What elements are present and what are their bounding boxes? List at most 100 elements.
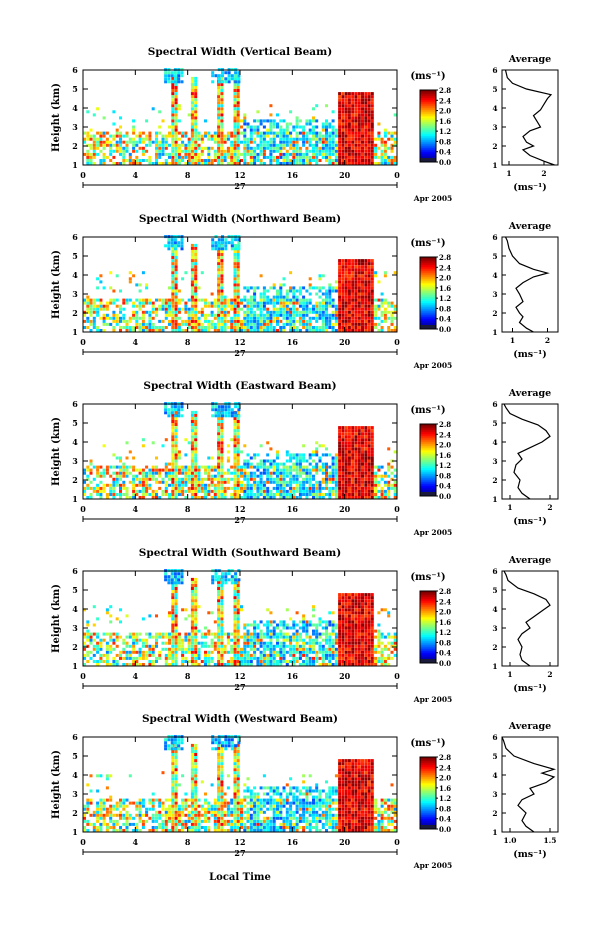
- y-tick-label: 1: [72, 661, 78, 671]
- average-x-tick-label: 2: [541, 169, 546, 178]
- x-tick-label: 0: [80, 671, 86, 681]
- average-y-tick-label: 4: [492, 104, 497, 113]
- colorbar-tick-label: 0.0: [439, 659, 451, 668]
- y-tick-label: 6: [72, 399, 78, 409]
- average-y-tick-label: 5: [492, 752, 497, 761]
- y-tick-label: 3: [72, 789, 78, 799]
- average-y-tick-label: 5: [492, 419, 497, 428]
- colorbar-tick-label: 2.4: [439, 763, 451, 772]
- average-x-axis-label: (ms⁻¹): [513, 516, 547, 527]
- colorbar-tick-label: 1.2: [439, 127, 451, 136]
- average-y-tick-label: 4: [492, 438, 497, 447]
- average-y-tick-label: 6: [492, 66, 497, 75]
- x-tick-label: 4: [133, 337, 139, 347]
- average-profile-panel: [501, 403, 559, 500]
- average-y-tick-label: 4: [492, 271, 497, 280]
- average-profile-panel: [501, 570, 559, 667]
- day-label: 27: [234, 348, 245, 358]
- x-tick-label: 0: [80, 837, 86, 847]
- colorbar-unit: (ms⁻¹): [410, 71, 445, 82]
- average-y-tick-label: 2: [492, 309, 497, 318]
- colorbar-tick-label: 2.4: [439, 96, 451, 105]
- average-y-tick-label: 1: [492, 495, 497, 504]
- average-x-axis-label: (ms⁻¹): [513, 683, 547, 694]
- panel-title: Spectral Width (Vertical Beam): [148, 46, 332, 58]
- colorbar: [419, 423, 438, 497]
- colorbar-tick-label: 2.4: [439, 430, 451, 439]
- average-y-tick-label: 3: [492, 290, 497, 299]
- day-label: 27: [234, 515, 245, 525]
- panel-title: Spectral Width (Southward Beam): [139, 547, 341, 559]
- y-axis-label: Height (km): [51, 250, 62, 319]
- average-y-tick-label: 3: [492, 624, 497, 633]
- y-tick-label: 5: [72, 84, 78, 94]
- colorbar: [419, 590, 438, 664]
- colorbar-tick-label: 1.2: [439, 628, 451, 637]
- y-tick-label: 4: [72, 270, 78, 280]
- colorbar-tick-label: 2.8: [439, 420, 451, 429]
- y-tick-label: 6: [72, 566, 78, 576]
- colorbar-tick-label: 2.8: [439, 253, 451, 262]
- panel-title: Spectral Width (Eastward Beam): [143, 380, 336, 392]
- y-tick-label: 4: [72, 770, 78, 780]
- x-tick-label: 0: [394, 170, 400, 180]
- colorbar-tick-label: 2.8: [439, 86, 451, 95]
- y-axis-label: Height (km): [51, 750, 62, 819]
- panel-2: [82, 235, 559, 355]
- y-tick-label: 5: [72, 251, 78, 261]
- x-tick-label: 4: [133, 671, 139, 681]
- y-tick-label: 5: [72, 751, 78, 761]
- average-x-tick-label: 1: [506, 169, 511, 178]
- colorbar-tick-label: 0.8: [439, 304, 451, 313]
- panel-4: [82, 569, 559, 689]
- colorbar-tick-label: 0.8: [439, 638, 451, 647]
- average-profile-line: [504, 236, 550, 333]
- average-title: Average: [508, 721, 551, 732]
- average-x-tick-label: 2: [547, 503, 552, 512]
- average-profile-panel: [501, 69, 559, 166]
- x-tick-label: 0: [394, 671, 400, 681]
- colorbar-tick-label: 1.6: [439, 284, 451, 293]
- x-tick-label: 0: [394, 337, 400, 347]
- colorbar-tick-label: 1.2: [439, 794, 451, 803]
- average-y-tick-label: 5: [492, 252, 497, 261]
- average-y-tick-label: 1: [492, 161, 497, 170]
- colorbar-tick-label: 2.8: [439, 587, 451, 596]
- panel-title: Spectral Width (Westward Beam): [142, 713, 338, 725]
- colorbar: [419, 756, 438, 830]
- day-label: 27: [234, 181, 245, 191]
- y-axis-label: Height (km): [51, 417, 62, 486]
- x-tick-label: 20: [339, 504, 351, 514]
- x-tick-label: 4: [133, 504, 139, 514]
- average-y-tick-label: 6: [492, 567, 497, 576]
- average-x-axis-label: (ms⁻¹): [513, 182, 547, 193]
- colorbar-unit: (ms⁻¹): [410, 405, 445, 416]
- colorbar-tick-label: 1.6: [439, 784, 451, 793]
- y-tick-label: 6: [72, 732, 78, 742]
- heatmap-field: [83, 735, 397, 832]
- colorbar-tick-label: 0.4: [439, 482, 451, 491]
- colorbar-tick-label: 2.0: [439, 107, 451, 116]
- y-axis-label: Height (km): [51, 83, 62, 152]
- average-y-tick-label: 2: [492, 643, 497, 652]
- date-label: Apr 2005: [413, 861, 453, 870]
- panel-title: Spectral Width (Northward Beam): [139, 213, 341, 225]
- colorbar-tick-label: 1.2: [439, 461, 451, 470]
- colorbar-tick-label: 2.0: [439, 774, 451, 783]
- colorbar-tick-label: 1.6: [439, 451, 451, 460]
- colorbar-unit: (ms⁻¹): [410, 572, 445, 583]
- y-tick-label: 3: [72, 456, 78, 466]
- x-tick-label: 8: [185, 170, 191, 180]
- x-tick-label: 16: [287, 337, 299, 347]
- average-y-tick-label: 4: [492, 605, 497, 614]
- colorbar-tick-label: 0.8: [439, 804, 451, 813]
- average-x-tick-label: 2: [547, 670, 552, 679]
- colorbar-tick-label: 2.8: [439, 753, 451, 762]
- y-tick-label: 5: [72, 418, 78, 428]
- date-label: Apr 2005: [413, 528, 453, 537]
- x-tick-label: 12: [234, 337, 245, 347]
- y-tick-label: 2: [72, 308, 78, 318]
- average-y-tick-label: 5: [492, 85, 497, 94]
- y-tick-label: 1: [72, 327, 78, 337]
